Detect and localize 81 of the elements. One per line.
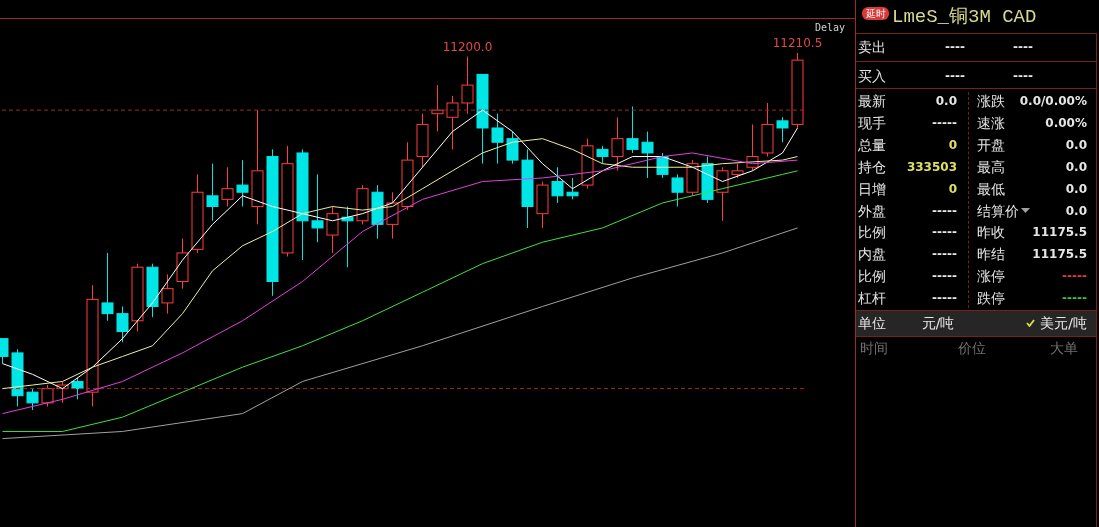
text: 0.0 [1065,136,1087,154]
text: 最低 [977,179,1005,198]
candlestick [506,131,519,165]
text: 结算价 [977,201,1019,220]
text: 比例 [858,223,886,242]
text: 0.0 [1065,158,1087,176]
text: 时间 [860,339,888,357]
text: 0.0 [935,93,957,110]
text: 买入 [858,67,886,85]
text: 11175.5 [1032,224,1087,242]
text: ----- [932,202,957,220]
candlestick [206,163,219,222]
candlestick [491,113,504,165]
text: ---- [944,68,966,85]
text: 333503 [906,158,957,176]
text: 涨停 [977,267,1005,286]
annotation: 11200.0 [442,39,493,54]
candlestick [446,95,459,150]
candlestick [641,131,654,179]
text: ----- [932,224,957,242]
text: 0.0 [1065,202,1087,220]
text: 单位 [858,314,886,332]
text: ---- [1012,68,1034,85]
candlestick [566,177,579,200]
text: 元/吨 [920,314,956,332]
text: 0 [948,136,957,154]
text: 0.0/0.00% [1019,93,1087,110]
text: ---- [1012,39,1034,56]
candlestick [221,166,234,208]
candlestick [326,206,339,254]
candlestick [671,173,684,208]
text: 延时 [862,7,889,20]
text: 11175.5 [1032,246,1087,264]
candlestick [101,252,114,322]
candlestick [116,305,129,343]
candlestick [431,84,444,133]
text: 0 [948,180,957,198]
text: 0.0 [1065,180,1087,198]
text: ----- [932,268,957,286]
text: 涨跌 [977,92,1005,110]
text: 比例 [858,267,886,286]
text: 卖出 [858,38,886,56]
text: Delay [814,22,845,33]
text: 杠杆 [858,289,886,308]
text: 外盘 [858,201,886,220]
candlestick [236,159,249,208]
text: 最高 [977,157,1005,176]
candlestick [611,116,624,172]
text: ----- [1062,290,1087,308]
text: ----- [1062,268,1087,286]
text: ---- [944,39,966,56]
text: ----- [932,290,957,308]
candlestick [71,377,84,400]
candlestick [311,173,324,243]
text: 持仓 [858,157,886,176]
text: 现手 [858,113,886,132]
text: 昨结 [977,245,1005,264]
candlestick [551,166,564,204]
candlestick [656,152,669,179]
text: 大单 [1050,339,1078,357]
text: 跌停 [977,289,1005,308]
text: 总量 [858,135,886,154]
candlestick [626,106,639,154]
text: 价位 [957,339,987,357]
text: 美元/吨 [1040,314,1087,332]
text: 0.00% [1045,114,1087,132]
text: 内盘 [858,245,886,264]
text: LmeS_铜3M CAD [892,5,1037,29]
text: ----- [932,246,957,264]
text: 开盘 [977,135,1005,154]
annotation: 11210.5 [772,35,823,50]
text: 最新 [858,92,886,110]
candlestick [41,384,54,407]
candlestick [461,56,474,115]
candlestick [776,116,789,143]
candlestick [161,273,174,315]
text: ----- [932,114,957,132]
text: 日增 [858,179,886,198]
candlestick [26,388,39,411]
text: 速涨 [977,113,1005,132]
text: 昨收 [977,223,1005,242]
